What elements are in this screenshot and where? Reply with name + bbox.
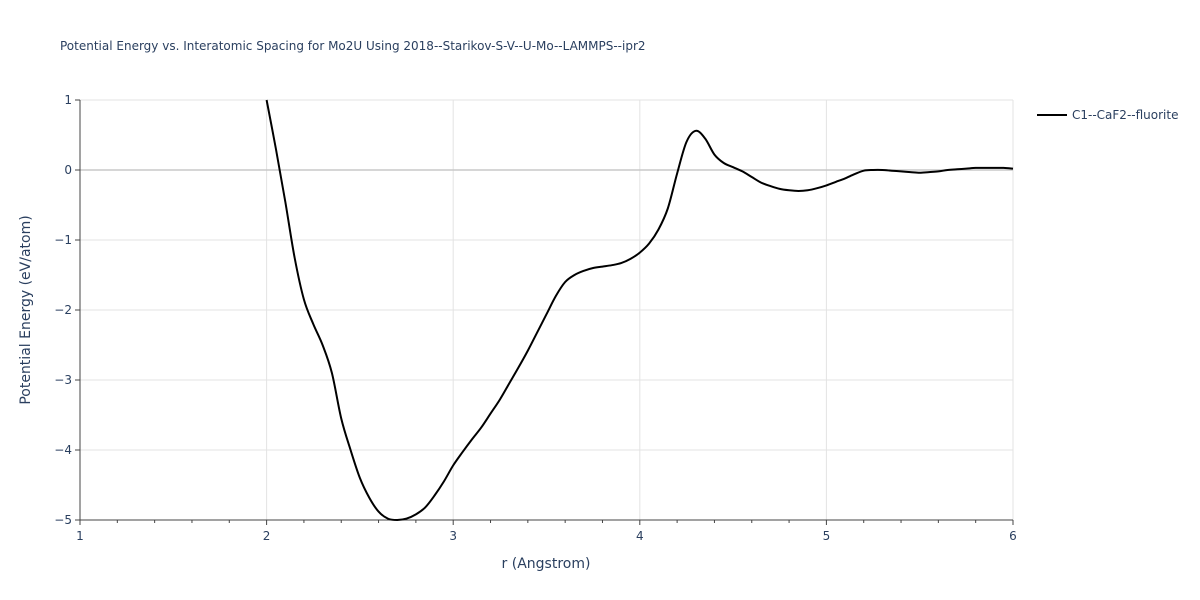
y-tick-label: −5 xyxy=(54,513,72,527)
series-layer xyxy=(265,99,1014,521)
y-axis-title: Potential Energy (eV/atom) xyxy=(18,215,34,404)
y-tick-label: −1 xyxy=(54,233,72,247)
chart-title: Potential Energy vs. Interatomic Spacing… xyxy=(60,39,646,53)
axes: 1 2 3 4 5 6 1 0 −1 −2 −3 −4 −5 xyxy=(54,93,1017,543)
y-tick-label: 0 xyxy=(64,163,72,177)
y-tick-label: −2 xyxy=(54,303,72,317)
x-tick-label: 1 xyxy=(76,529,84,543)
x-tick-label: 4 xyxy=(636,529,644,543)
y-tick-label: −3 xyxy=(54,373,72,387)
legend-label: C1--CaF2--fluorite xyxy=(1072,108,1178,122)
x-axis-title: r (Angstrom) xyxy=(502,556,591,572)
x-tick-label: 3 xyxy=(449,529,457,543)
series-line[interactable] xyxy=(265,99,1014,521)
x-tick-label: 6 xyxy=(1009,529,1017,543)
x-tick-label: 2 xyxy=(263,529,271,543)
x-tick-label: 5 xyxy=(823,529,831,543)
y-tick-label: 1 xyxy=(64,93,72,107)
grid xyxy=(80,99,1014,520)
y-tick-label: −4 xyxy=(54,443,72,457)
legend[interactable]: C1--CaF2--fluorite xyxy=(1037,108,1178,122)
